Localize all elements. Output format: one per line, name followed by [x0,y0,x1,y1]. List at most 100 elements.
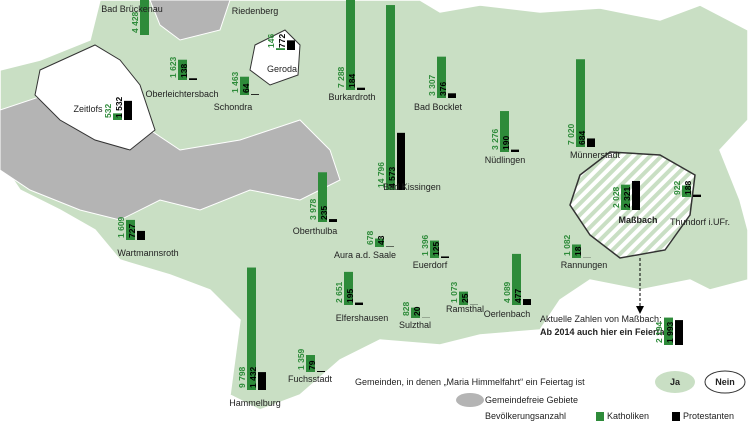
place-name: Wartmannsroth [117,248,178,258]
legend-swatch [456,393,484,407]
bar [587,138,595,147]
value-label: 138 [179,64,189,78]
bar [572,244,581,258]
legend-swatch [655,371,695,393]
bar [251,94,259,95]
value-label: 14 796 [376,162,386,188]
bar [375,238,384,247]
value-label: 3 978 [308,198,318,220]
value-label: 188 [683,181,693,195]
value-label: 1 609 [116,216,126,238]
bar [500,111,509,152]
place-name: Ramsthal [446,304,484,314]
legend-text: Bevölkerungsanzahl [485,411,566,421]
bar [287,40,295,50]
value-label: 79 [307,360,317,370]
bar [178,59,187,80]
bar [386,246,394,247]
bar [126,219,135,240]
bar [189,78,197,80]
value-label: 477 [513,289,523,303]
value-label: 727 [127,224,137,238]
value-label: 195 [345,289,355,303]
legend-text: Gemeindefreie Gebiete [485,395,578,405]
place-name: Oerlenbach [484,309,531,319]
place-name: Thundorf i.UFr. [670,217,730,227]
value-label: 125 [431,242,441,256]
value-label: 772 [277,34,287,48]
value-label: 2 028 [611,186,621,208]
value-label: 1 532 [114,96,124,118]
value-label: 376 [438,82,448,96]
place-name: Schondra [214,102,253,112]
place-name: Bad Kissingen [383,182,441,192]
place-name: Fuchsstadt [288,374,333,384]
bar [621,184,630,210]
value-label: 2 194 [654,321,664,343]
free-area [149,0,231,41]
bar [441,256,449,258]
value-label: 7 020 [566,123,576,145]
bar [355,302,363,305]
place-name: Hammelburg [229,398,281,408]
bar [240,76,249,95]
bar [258,372,266,390]
value-label: 3 307 [427,74,437,96]
place-name: Oberthulba [293,226,338,236]
bar [437,56,446,98]
legend-text: Ja [670,377,681,387]
bar [276,48,285,50]
place-name: Münnerstadt [570,150,621,160]
bar [344,271,353,305]
bar [137,230,145,240]
bar [632,180,640,210]
value-label: 1 073 [449,281,459,303]
value-label: 1 432 [248,366,258,388]
value-label: 146 [266,34,276,48]
value-label: 1 993 [665,321,675,343]
bar [682,185,691,197]
legend-swatch [704,370,746,394]
bar [318,172,327,222]
legend-text: Gemeinden, in denen „Maria Himmelfahrt“ … [355,377,585,387]
value-label: 4 428 [130,11,140,33]
zeitlofs-area [34,44,156,151]
arrow-head [636,306,644,314]
bar [140,0,149,35]
value-label: 3 276 [490,128,500,150]
place-name: Sulzthal [399,320,431,330]
value-label: 18 [573,246,583,256]
value-label: 1 463 [230,71,240,93]
bar [693,194,701,197]
value-label: 9 798 [237,366,247,388]
bar [459,291,468,305]
value-label: 184 [347,74,357,88]
value-label: 678 [365,231,375,245]
value-label: 235 [319,206,329,220]
place-name: Burkardroth [328,92,375,102]
bar [448,93,456,98]
place-name: Euerdorf [413,260,448,270]
bar [523,299,531,305]
bar [329,219,337,222]
bar [317,371,325,372]
bar [430,240,439,258]
bar [386,5,395,190]
legend-text: Protestanten [683,411,734,421]
bar [411,307,420,318]
value-label: 64 [241,83,251,93]
update-text: Ab 2014 auch hier ein Feiertag! [540,327,673,337]
legend-swatch [596,412,604,421]
place-name: Elfershausen [336,313,389,323]
district [0,0,748,411]
legend-text: Katholiken [607,411,649,421]
legend-swatch [672,412,680,421]
value-label: 43 [376,235,386,245]
value-label: 7 288 [336,66,346,88]
value-label: 4 573 [387,166,397,188]
bar [576,59,585,147]
value-label: 684 [577,131,587,145]
value-label: 532 [103,104,113,118]
bar [306,355,315,372]
